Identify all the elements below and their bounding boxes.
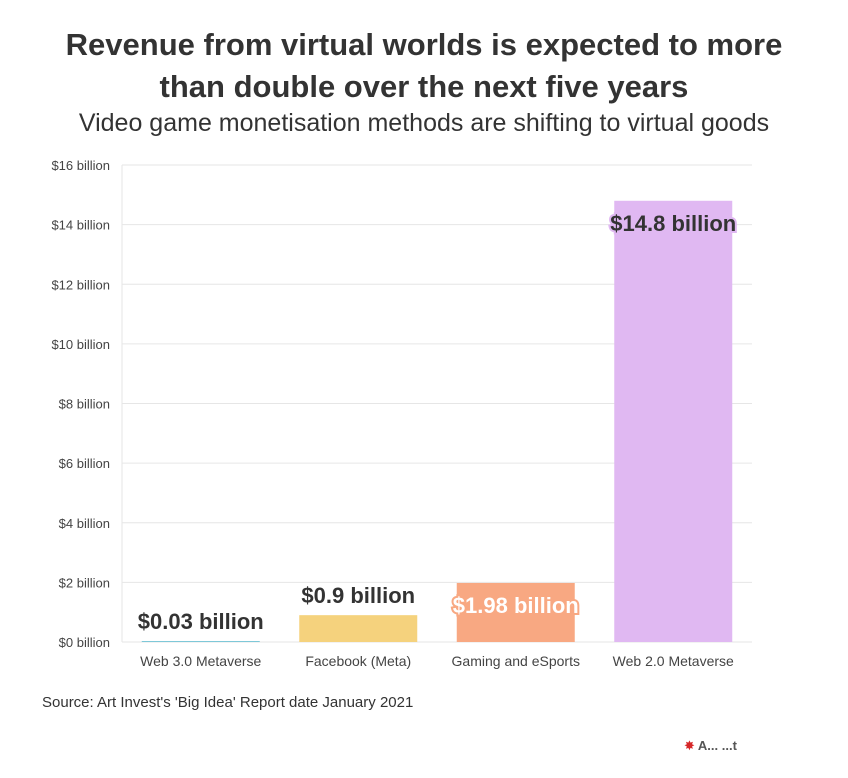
bar [456, 582, 575, 642]
brand-watermark: ✸ A... ...t [684, 738, 737, 754]
y-tick-label: $8 billion [59, 397, 110, 412]
bar [299, 615, 418, 642]
bar [141, 641, 260, 642]
x-tick-label: Web 2.0 Metaverse [613, 653, 734, 669]
data-label: $0.03 billion [138, 609, 264, 634]
data-label: $0.9 billion [301, 583, 415, 608]
brand-text: A... ...t [697, 738, 737, 753]
bar-chart: $0 billion $2 billion $4 billion $6 billion… [51, 158, 752, 669]
chart-title-line-1: Revenue from virtual worlds is expected … [65, 27, 783, 62]
chart-subtitle: Video game monetisation methods are shif… [78, 109, 770, 137]
y-tick-label: $12 billion [51, 277, 110, 292]
y-tick-label: $10 billion [51, 337, 110, 352]
y-tick-label: $6 billion [59, 456, 110, 471]
star-burst-icon: ✸ [684, 738, 695, 753]
data-label: $14.8 billion [610, 211, 736, 236]
y-tick-label: $2 billion [59, 575, 110, 590]
x-tick-label: Facebook (Meta) [305, 653, 411, 669]
chart-title-line-2: than double over the next five years [159, 69, 689, 104]
x-tick-label: Web 3.0 Metaverse [140, 653, 261, 669]
y-tick-label: $4 billion [59, 516, 110, 531]
bar [614, 200, 733, 642]
x-tick-label: Gaming and eSports [452, 653, 580, 669]
source-note: Source: Art Invest's 'Big Idea' Report d… [42, 694, 414, 711]
y-tick-label: $0 billion [59, 635, 110, 650]
y-tick-label: $14 billion [51, 218, 110, 233]
chart-title: Revenue from virtual worlds is expected … [0, 24, 848, 108]
y-tick-label: $16 billion [51, 158, 110, 173]
data-label: $1.98 billion [453, 593, 579, 618]
